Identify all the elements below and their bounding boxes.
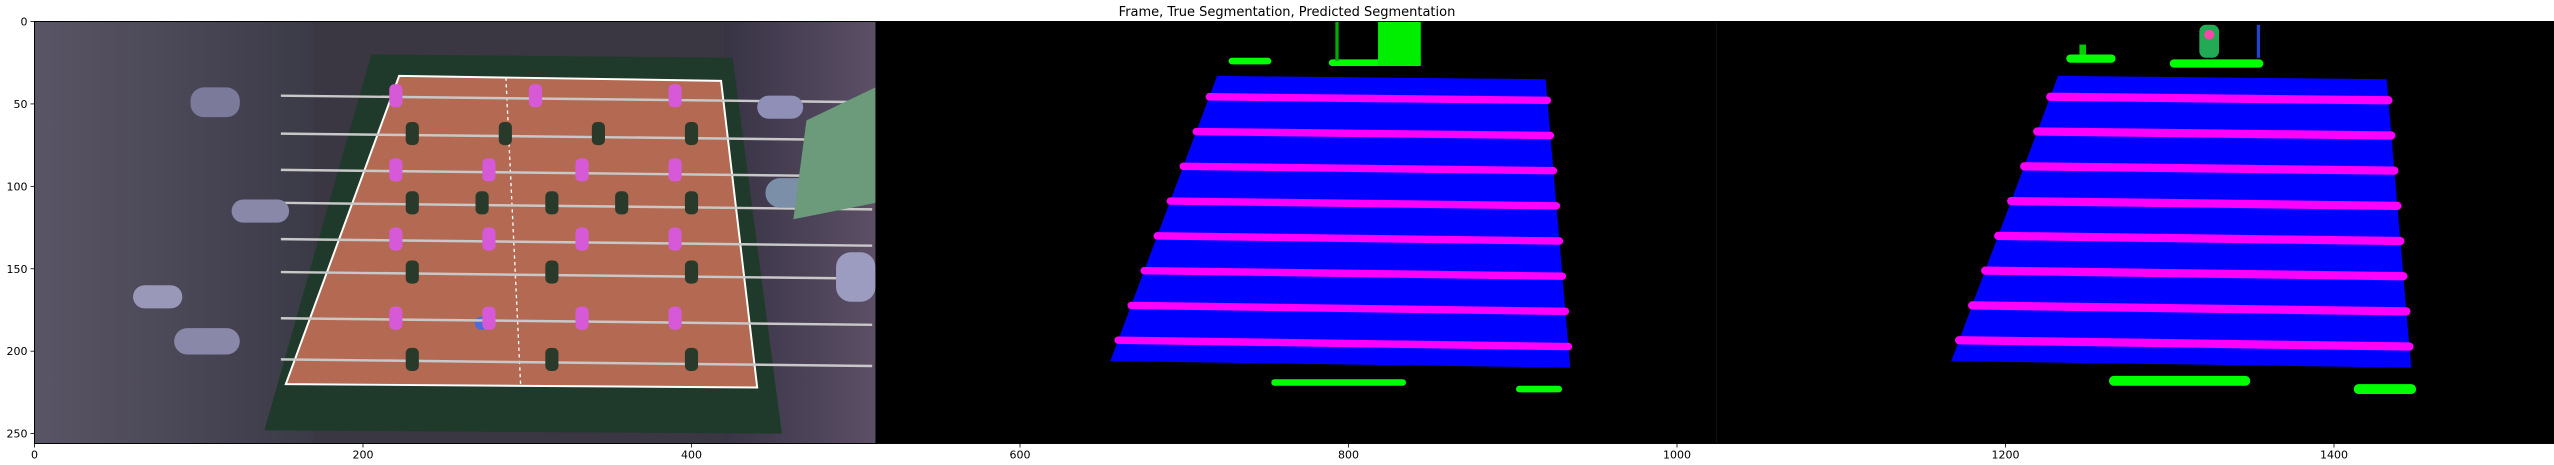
true-seg-player-bottom-2 (1516, 385, 1563, 393)
plot-area (34, 21, 2554, 444)
rod-mask (1140, 266, 1567, 280)
field-center-line (505, 77, 522, 386)
pred-seg-noise-blob (2204, 29, 2215, 40)
rod-mask (2046, 92, 2393, 105)
frame-rod (280, 270, 873, 280)
frame-player (575, 158, 589, 182)
y-tick-label: 50 (14, 98, 28, 111)
hand-left-4 (174, 328, 240, 355)
frame-player (475, 191, 489, 215)
rod-mask (1192, 127, 1555, 140)
y-tick-label: 150 (7, 263, 28, 276)
frame-player (545, 191, 559, 215)
frame-player (591, 122, 605, 146)
x-axis-ticks: 0 200 400 600 800 1000 1200 1400 (31, 443, 2348, 461)
frame-panel (34, 21, 876, 444)
pred-seg-player-bottom-1 (2108, 375, 2251, 386)
rod-mask (1955, 336, 2414, 351)
frame-player (684, 191, 699, 215)
true-seg-player-top-3 (1378, 21, 1421, 67)
true-seg-table (1110, 75, 1571, 368)
frame-player (668, 158, 682, 182)
x-tick-label: 800 (1338, 448, 1359, 461)
frame-player (389, 158, 403, 182)
x-tick-label: 600 (1010, 448, 1031, 461)
true-seg-player-top-1 (1228, 57, 1272, 65)
frame-player (575, 306, 589, 330)
foosball-field (284, 74, 759, 389)
y-axis-ticks: 0 50 100 150 200 250 (7, 16, 35, 441)
frame-player (482, 158, 496, 182)
frame-player (482, 306, 496, 330)
rod-mask (1981, 266, 2408, 281)
predicted-segmentation-panel (1716, 21, 2554, 444)
x-tick-label: 0 (31, 448, 38, 461)
pred-seg-player-bottom-2 (2353, 384, 2417, 395)
rod-mask (1994, 231, 2405, 246)
pred-seg-player-top-5 (2256, 24, 2261, 58)
frame-player (545, 347, 559, 371)
pred-seg-player-top-4 (2199, 24, 2220, 58)
rod-mask (1114, 336, 1573, 351)
x-tick-label: 200 (353, 448, 374, 461)
y-tick-label: 0 (21, 16, 28, 29)
hand-right-3 (836, 252, 876, 302)
frame-player (684, 122, 699, 146)
y-tick-label: 100 (7, 180, 28, 193)
frame-player (389, 84, 403, 108)
true-seg-player-top-4 (1335, 21, 1339, 62)
chart-title: Frame, True Segmentation, Predicted Segm… (1119, 5, 1456, 20)
y-tick-label: 200 (7, 345, 28, 358)
frame-player (389, 306, 403, 330)
frame-left-people (34, 21, 314, 444)
x-tick-label: 400 (681, 448, 702, 461)
frame-player (389, 227, 403, 251)
frame-player (684, 347, 699, 371)
frame-player (545, 260, 559, 284)
y-tick-label: 250 (7, 428, 28, 441)
frame-rod (280, 358, 873, 368)
true-seg-player-bottom-1 (1271, 379, 1406, 386)
x-tick-label: 1400 (2320, 448, 2348, 461)
rod-mask (1127, 301, 1570, 316)
hand-right-1 (757, 95, 804, 119)
frame-player (615, 191, 629, 215)
pred-seg-player-top-2 (2169, 59, 2264, 68)
pred-seg-player-top-1 (2066, 54, 2116, 63)
rod-mask (2020, 162, 2399, 175)
pred-seg-table (1951, 75, 2412, 368)
hand-left-3 (133, 285, 183, 309)
rod-mask (1968, 301, 2411, 316)
frame-player (482, 227, 496, 251)
frame-player (668, 306, 682, 330)
frame-player (498, 122, 512, 146)
rod-mask (1166, 197, 1561, 210)
frame-player (405, 260, 419, 284)
hand-left-1 (190, 87, 240, 118)
frame-player (405, 347, 419, 371)
frame-player (668, 84, 682, 108)
green-sleeve (793, 87, 876, 220)
frame-player (405, 191, 419, 215)
frame-player (575, 227, 589, 251)
frame-rod (280, 201, 873, 211)
x-tick-label: 1000 (1663, 448, 1691, 461)
rod-mask (1153, 232, 1564, 245)
frame-rod (280, 132, 873, 142)
frame-player (684, 260, 699, 284)
x-tick-label: 1200 (1992, 448, 2020, 461)
rod-mask (2007, 196, 2402, 210)
frame-player (405, 122, 419, 146)
rod-mask (1205, 93, 1552, 105)
frame-player (528, 84, 543, 108)
rod-mask (2033, 127, 2396, 140)
axes-frame (34, 21, 2554, 444)
rod-mask (1179, 162, 1558, 175)
pred-seg-player-top-3 (2079, 44, 2086, 55)
frame-player (668, 227, 682, 251)
hand-left-2 (231, 199, 290, 223)
true-segmentation-panel (875, 21, 1717, 444)
